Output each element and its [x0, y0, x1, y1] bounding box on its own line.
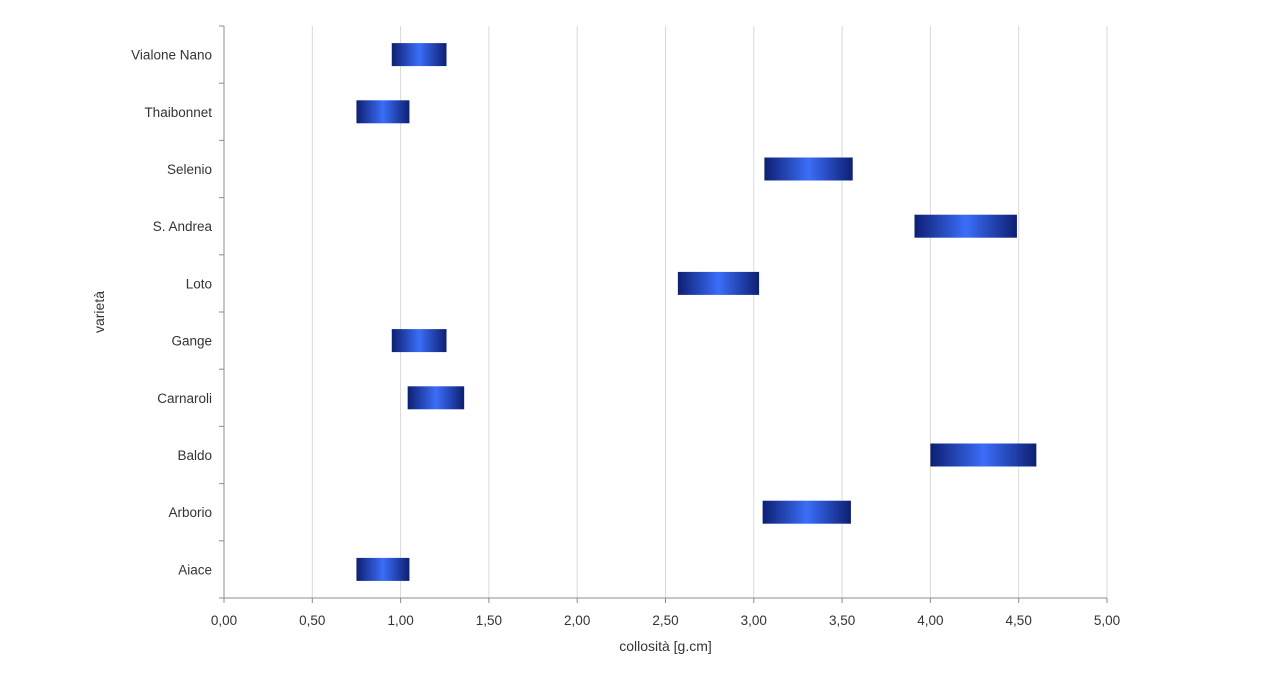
y-category-label: Carnaroli — [157, 391, 212, 406]
range-bar-vialone-nano — [391, 43, 447, 67]
y-category-label: Gange — [171, 334, 212, 349]
y-category-label: Baldo — [177, 448, 212, 463]
axes — [219, 25, 1108, 603]
x-tick-label: 0,50 — [299, 613, 325, 628]
range-bar-carnaroli — [407, 386, 465, 410]
range-bar-selenio — [764, 157, 853, 181]
range-bar-thaibonnet — [356, 100, 410, 124]
y-category-label: Arborio — [168, 505, 212, 520]
range-bar-baldo — [930, 443, 1037, 467]
x-tick-label: 1,50 — [476, 613, 502, 628]
y-category-label: Aiace — [178, 562, 212, 577]
range-bar-aiace — [356, 557, 410, 581]
x-tick-label: 3,00 — [741, 613, 767, 628]
range-bar-arborio — [762, 500, 851, 524]
x-tick-label: 3,50 — [829, 613, 855, 628]
y-category-label: Vialone Nano — [131, 48, 212, 63]
x-tick-label: 0,00 — [211, 613, 237, 628]
y-category-label: S. Andrea — [153, 219, 213, 234]
range-bar-loto — [677, 271, 760, 295]
range-bar-gange — [391, 329, 447, 353]
x-tick-label: 5,00 — [1094, 613, 1120, 628]
y-category-label: Thaibonnet — [144, 105, 212, 120]
x-tick-label: 1,00 — [387, 613, 413, 628]
bars — [356, 43, 1037, 581]
x-axis-title: collosità [g.cm] — [619, 638, 712, 654]
x-tick-label: 2,50 — [652, 613, 678, 628]
y-axis-title: varietà — [91, 291, 107, 333]
x-tick-label: 4,50 — [1006, 613, 1032, 628]
tick-labels: 0,00 0,50 1,00 1,50 2,00 2,50 3,00 3,50 4,00 4,50… — [131, 48, 1120, 628]
x-tick-label: 4,00 — [917, 613, 943, 628]
y-category-label: Loto — [186, 276, 212, 291]
x-tick-label: 2,00 — [564, 613, 590, 628]
range-bar-s-andrea — [914, 214, 1017, 238]
gridlines — [311, 26, 1108, 598]
y-category-label: Selenio — [167, 162, 212, 177]
